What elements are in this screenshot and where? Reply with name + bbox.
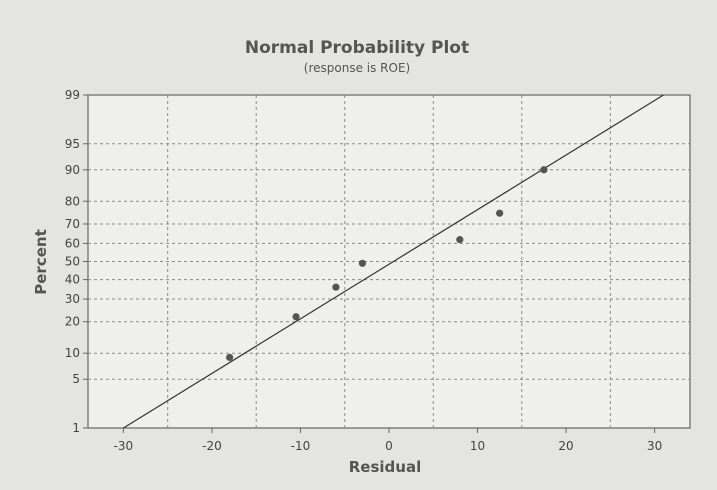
chart-subtitle: (response is ROE) [304, 61, 410, 75]
data-point [358, 259, 367, 267]
data-point [496, 209, 504, 217]
y-tick-label: 1 [72, 421, 80, 435]
x-tick-label: 10 [470, 439, 485, 453]
x-tick-label: -30 [114, 439, 134, 453]
x-axis-ticks: -30 -20 -10 0 10 20 30 [114, 428, 662, 453]
fit-line [123, 94, 664, 429]
grid-lines [88, 95, 690, 428]
y-tick-label: 5 [72, 372, 80, 386]
y-tick-label: 60 [65, 236, 80, 250]
data-point [456, 236, 464, 244]
data-point [540, 166, 548, 174]
data-points [226, 166, 548, 362]
data-point [332, 283, 340, 291]
y-tick-label: 95 [65, 137, 80, 151]
x-tick-label: 30 [647, 439, 662, 453]
x-axis-label: Residual [349, 458, 421, 476]
x-tick-label: -10 [291, 439, 311, 453]
y-tick-label: 30 [65, 292, 80, 306]
data-point [226, 353, 234, 362]
y-tick-label: 10 [65, 346, 80, 360]
y-tick-label: 80 [65, 194, 80, 208]
y-tick-label: 20 [65, 315, 80, 329]
y-tick-label: 50 [65, 255, 80, 269]
y-tick-label: 90 [65, 163, 80, 177]
x-tick-label: 0 [385, 439, 393, 453]
x-tick-label: -20 [202, 439, 222, 453]
y-tick-label: 40 [65, 273, 80, 287]
y-axis-ticks: 1 5 10 20 30 40 50 60 70 80 90 95 99 [65, 88, 88, 435]
data-point [292, 313, 300, 321]
y-tick-label: 99 [65, 88, 80, 102]
y-tick-label: 70 [65, 217, 80, 231]
chart-title: Normal Probability Plot [245, 38, 469, 58]
x-tick-label: 20 [558, 439, 573, 453]
y-axis-label: Percent [32, 229, 50, 294]
